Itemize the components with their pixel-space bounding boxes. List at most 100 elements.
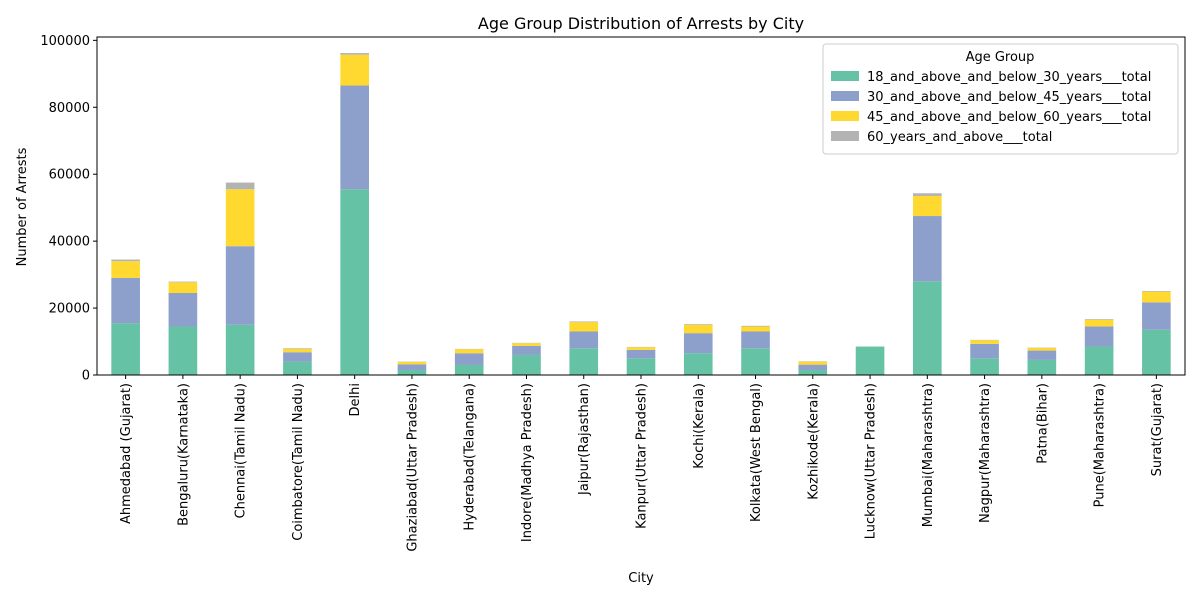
y-tick-label: 0 <box>82 369 90 384</box>
bar-segment-4-15 <box>913 193 942 196</box>
bar-segment-3-5 <box>340 54 369 86</box>
bar-segment-2-9 <box>569 331 599 349</box>
bar-segment-3-15 <box>913 195 942 217</box>
chart-title: Age Group Distribution of Arrests by Cit… <box>478 14 804 33</box>
bar-segment-2-7 <box>454 353 484 365</box>
x-tick-label: Mumbai(Maharashtra) <box>921 383 936 527</box>
legend-swatch <box>831 91 859 101</box>
bars-group <box>111 53 1171 375</box>
bar-segment-1-19 <box>1142 329 1171 375</box>
bar-segment-4-5 <box>340 53 369 55</box>
bar-segment-3-8 <box>512 343 541 346</box>
x-tick-label: Hyderabad(Telangana) <box>463 383 478 531</box>
legend-swatch <box>831 71 859 81</box>
bar-segment-2-11 <box>683 333 713 354</box>
x-tick-label: Lucknow(Uttar Pradesh) <box>864 383 879 539</box>
bar-segment-2-10 <box>626 349 656 359</box>
bar-segment-3-18 <box>1084 319 1114 327</box>
bar-segment-1-15 <box>913 281 942 375</box>
bar-segment-3-13 <box>798 361 828 365</box>
bar-segment-1-17 <box>1027 359 1057 375</box>
bar-segment-4-3 <box>225 182 255 190</box>
x-tick-label: Coimbatore(Tamil Nadu) <box>291 383 306 541</box>
x-tick-label: Ahmedabad (Gujarat) <box>119 383 134 524</box>
x-axis-ticks: Ahmedabad (Gujarat) Bengaluru(Karnataka) C… <box>119 375 1165 552</box>
x-tick-label: Indore(Madhya Pradesh) <box>520 383 535 542</box>
x-axis-label: City <box>628 571 654 586</box>
y-axis-ticks: 0 20000 40000 60000 80000 100000 <box>40 34 97 384</box>
legend-label: 18_and_above_and_below_30_years___total <box>867 70 1151 85</box>
bar-segment-1-2 <box>168 326 198 375</box>
bar-segment-4-1 <box>111 259 140 262</box>
bar-segment-1-12 <box>741 348 770 375</box>
x-tick-label: Jaipur(Rajasthan) <box>577 383 592 496</box>
bar-segment-3-2 <box>168 282 198 294</box>
bar-segment-4-4 <box>283 348 312 349</box>
y-tick-label: 100000 <box>40 34 90 49</box>
bar-segment-2-18 <box>1084 326 1114 347</box>
legend: Age Group 18_and_above_and_below_30_year… <box>822 43 1179 155</box>
bar-segment-1-14 <box>855 346 885 375</box>
x-tick-label: Kochi(Kerala) <box>692 383 707 469</box>
bar-segment-3-16 <box>970 340 999 344</box>
x-tick-label: Nagpur(Maharashtra) <box>978 383 993 523</box>
bar-segment-2-2 <box>168 293 198 327</box>
bar-segment-2-3 <box>225 246 255 325</box>
bar-segment-3-3 <box>225 189 255 247</box>
x-tick-label: Patna(Bihar) <box>1035 383 1050 464</box>
bar-segment-1-10 <box>626 358 656 375</box>
y-tick-label: 80000 <box>49 101 90 116</box>
bar-segment-4-12 <box>741 325 770 327</box>
bar-segment-3-6 <box>397 361 427 365</box>
bar-segment-2-19 <box>1142 302 1171 330</box>
x-tick-label: Chennai(Tamil Nadu) <box>234 383 249 518</box>
bar-segment-4-9 <box>569 321 599 323</box>
bar-segment-4-11 <box>683 324 713 325</box>
legend-swatch <box>831 111 859 121</box>
bar-segment-2-4 <box>283 352 312 362</box>
bar-segment-1-7 <box>454 364 484 375</box>
bar-segment-1-3 <box>225 324 255 375</box>
bar-segment-3-19 <box>1142 291 1171 303</box>
bar-segment-3-17 <box>1027 347 1057 351</box>
x-tick-label: Kolkata(West Bengal) <box>749 383 764 522</box>
bar-segment-4-2 <box>168 281 198 283</box>
bar-segment-1-13 <box>798 369 828 375</box>
bar-segment-2-12 <box>741 331 770 349</box>
bar-segment-2-15 <box>913 216 942 282</box>
x-tick-label: Bengaluru(Karnataka) <box>176 383 191 526</box>
bar-segment-3-7 <box>454 349 484 354</box>
x-tick-label: Surat(Gujarat) <box>1150 383 1165 476</box>
bar-segment-1-6 <box>397 369 427 375</box>
bar-segment-3-9 <box>569 322 599 332</box>
bar-segment-3-1 <box>111 261 140 278</box>
x-tick-label: Pune(Maharashtra) <box>1093 383 1108 507</box>
x-tick-label: Delhi <box>348 383 363 416</box>
legend-label: 45_and_above_and_below_60_years___total <box>867 110 1151 125</box>
legend-title: Age Group <box>966 50 1035 65</box>
bar-segment-1-16 <box>970 358 999 375</box>
y-tick-label: 60000 <box>49 168 90 183</box>
plot-frame <box>96 36 1186 376</box>
bar-segment-1-18 <box>1084 346 1114 375</box>
bar-segment-3-4 <box>283 348 312 353</box>
x-tick-label: Kanpur(Uttar Pradesh) <box>635 383 650 529</box>
bar-segment-1-11 <box>683 353 713 375</box>
bar-segment-1-5 <box>340 189 369 375</box>
bar-segment-4-19 <box>1142 291 1171 292</box>
x-tick-label: Ghaziabad(Uttar Pradesh) <box>405 383 420 552</box>
legend-swatch <box>831 131 859 141</box>
bar-segment-3-12 <box>741 326 770 332</box>
bar-segment-2-13 <box>798 364 828 370</box>
legend-label: 30_and_above_and_below_45_years___total <box>867 90 1151 105</box>
bar-segment-3-10 <box>626 347 656 350</box>
bar-segment-1-9 <box>569 348 599 375</box>
y-tick-label: 40000 <box>49 235 90 250</box>
bar-segment-3-11 <box>683 324 713 334</box>
bar-segment-1-8 <box>512 354 541 375</box>
x-tick-label: Kozhikode(Kerala) <box>806 383 821 500</box>
y-axis-label: Number of Arrests <box>15 147 30 266</box>
bar-segment-2-6 <box>397 364 427 370</box>
bar-segment-4-18 <box>1084 319 1114 320</box>
